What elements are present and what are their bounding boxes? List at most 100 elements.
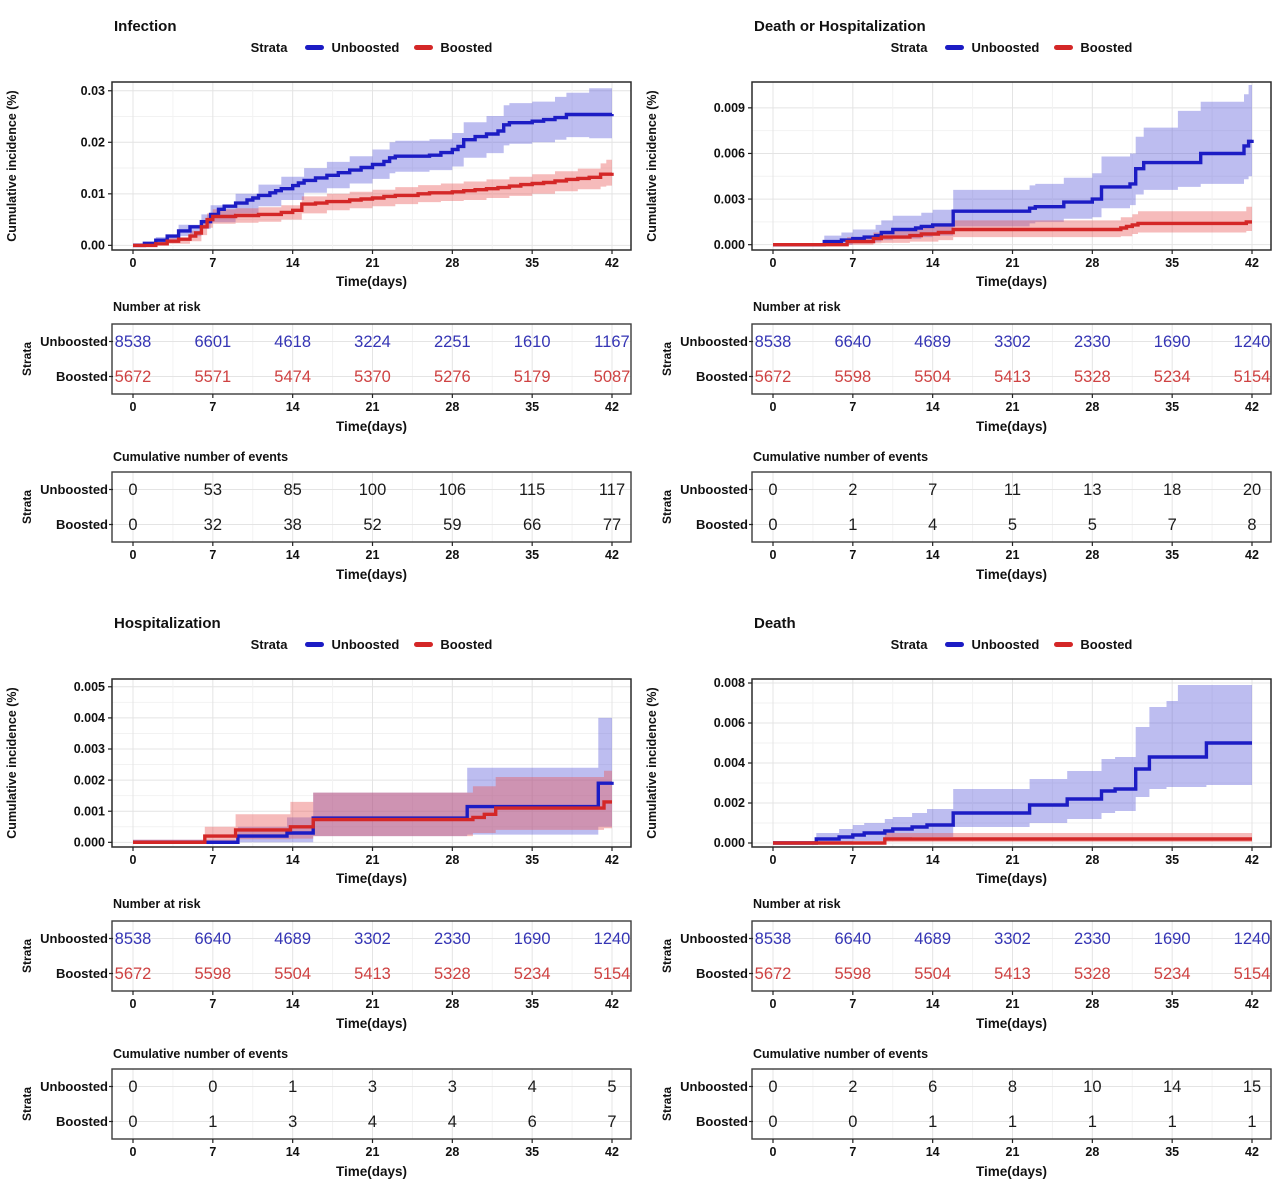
y-tick-label: 0.002 bbox=[714, 796, 745, 810]
risk-table-title: Number at risk bbox=[113, 897, 201, 911]
unboosted-curve bbox=[133, 112, 614, 248]
x-tick-label: 7 bbox=[849, 853, 856, 867]
table-background bbox=[752, 1069, 1271, 1139]
table-cell: 0 bbox=[128, 1078, 137, 1096]
table-cell: 5179 bbox=[514, 368, 551, 386]
x-axis-title: Time(days) bbox=[976, 871, 1047, 886]
table-cell: 117 bbox=[599, 481, 625, 499]
x-tick-label: 42 bbox=[605, 256, 619, 270]
unboosted-key-icon bbox=[305, 45, 325, 50]
panel-title: Death or Hospitalization bbox=[754, 18, 926, 36]
x-tick-label: 28 bbox=[1085, 400, 1099, 414]
survival-curves bbox=[133, 781, 614, 844]
table-cell: 5 bbox=[1008, 516, 1017, 534]
events-table-title: Cumulative number of events bbox=[113, 450, 288, 464]
table-cell: 0 bbox=[208, 1078, 217, 1096]
risk-table-svg: Number at risk 8538 6601 4618 3224 2251 1610 11… bbox=[20, 300, 632, 434]
x-tick-label: 28 bbox=[1085, 1145, 1099, 1159]
unboosted-key-icon bbox=[945, 45, 965, 50]
table-cell: 6 bbox=[928, 1078, 937, 1096]
table-cell: 66 bbox=[523, 516, 541, 534]
row-label-unboosted: Unboosted bbox=[680, 334, 748, 349]
table-cell: 5154 bbox=[1234, 368, 1271, 386]
y-tick-label: 0.00 bbox=[81, 239, 105, 253]
table-cell: 5571 bbox=[194, 368, 231, 386]
x-tick-label: 35 bbox=[525, 256, 539, 270]
km-plot-svg: 0 7 14 21 28 35 42 0.000 0.003 0.006 0.009 Time(day… bbox=[645, 81, 1272, 289]
table-cell: 0 bbox=[768, 481, 777, 499]
table-cell: 4689 bbox=[914, 930, 951, 948]
cumulative-incidence-plot: 0 7 14 21 28 35 42 0.000 0.003 0.006 0.009 Time(day… bbox=[640, 64, 1280, 298]
strata-axis-label: Strata bbox=[660, 490, 674, 524]
x-tick-label: 7 bbox=[849, 997, 856, 1011]
table-cell: 4 bbox=[448, 1113, 457, 1131]
table-background bbox=[752, 921, 1271, 991]
x-tick-label: 14 bbox=[286, 256, 300, 270]
events-table-title: Cumulative number of events bbox=[753, 450, 928, 464]
x-tick-label: 21 bbox=[366, 853, 380, 867]
survival-curves bbox=[773, 741, 1252, 845]
table-border bbox=[751, 471, 1272, 543]
table-cell: 5234 bbox=[514, 965, 551, 983]
x-axis-title: Time(days) bbox=[976, 274, 1047, 289]
x-tick-label: 0 bbox=[130, 1145, 137, 1159]
table-background bbox=[112, 921, 631, 991]
strata-legend: Strata Unboosted Boosted bbox=[112, 637, 631, 652]
table-cell: 32 bbox=[204, 516, 222, 534]
table-border bbox=[111, 323, 632, 395]
x-tick-label: 0 bbox=[770, 400, 777, 414]
x-tick-label: 14 bbox=[286, 548, 300, 562]
x-tick-label: 35 bbox=[525, 997, 539, 1011]
table-cell: 5 bbox=[1088, 516, 1097, 534]
table-cell: 5598 bbox=[194, 965, 231, 983]
table-cell: 8538 bbox=[755, 930, 792, 948]
table-cell: 15 bbox=[1243, 1078, 1261, 1096]
y-tick-label: 0.000 bbox=[714, 836, 745, 850]
table-border bbox=[751, 1068, 1272, 1140]
x-tick-label: 7 bbox=[209, 400, 216, 414]
unboosted-confidence-band bbox=[133, 714, 612, 843]
x-tick-label: 35 bbox=[1165, 997, 1179, 1011]
table-cell: 100 bbox=[359, 481, 387, 499]
y-tick-label: 0.008 bbox=[714, 676, 745, 690]
row-label-boosted: Boosted bbox=[56, 1114, 108, 1129]
boosted-key-icon bbox=[1054, 642, 1074, 647]
x-tick-label: 0 bbox=[130, 400, 137, 414]
x-tick-label: 21 bbox=[1006, 997, 1020, 1011]
x-tick-label: 28 bbox=[445, 1145, 459, 1159]
table-cell: 4689 bbox=[274, 930, 311, 948]
legend-title: Strata bbox=[250, 637, 288, 652]
cumulative-events-table: Cumulative number of events 0 53 85 100 106 11… bbox=[0, 448, 640, 594]
y-tick-label: 0.006 bbox=[714, 716, 745, 730]
table-cell: 1 bbox=[1168, 1113, 1177, 1131]
table-cell: 6640 bbox=[834, 333, 871, 351]
table-cell: 5413 bbox=[994, 368, 1031, 386]
cumulative-events-table: Cumulative number of events 0 2 7 11 13 18 20 Un… bbox=[640, 448, 1280, 594]
panel-infection: Infection Strata Unboosted Boosted 0 7 14 2… bbox=[0, 0, 640, 596]
boosted-curve bbox=[773, 220, 1252, 247]
table-cell: 4 bbox=[928, 516, 937, 534]
table-cell: 5598 bbox=[834, 368, 871, 386]
table-cell: 7 bbox=[607, 1113, 616, 1131]
table-cell: 3302 bbox=[354, 930, 391, 948]
x-tick-label: 42 bbox=[1245, 548, 1259, 562]
x-tick-label: 21 bbox=[1006, 256, 1020, 270]
table-background bbox=[112, 1069, 631, 1139]
x-axis-title: Time(days) bbox=[976, 1164, 1047, 1179]
risk-table-svg: Number at risk 8538 6640 4689 3302 2330 1690 12… bbox=[660, 300, 1272, 434]
table-cell: 5154 bbox=[1234, 965, 1271, 983]
table-cell: 5672 bbox=[115, 368, 152, 386]
x-tick-label: 28 bbox=[445, 997, 459, 1011]
survival-curves bbox=[773, 139, 1254, 247]
y-tick-label: 0.006 bbox=[714, 147, 745, 161]
strata-axis-label: Strata bbox=[20, 1087, 34, 1121]
table-cell: 8538 bbox=[115, 333, 152, 351]
table-cell: 5328 bbox=[1074, 368, 1111, 386]
boosted-confidence-band bbox=[773, 205, 1252, 245]
y-tick-label: 0.02 bbox=[81, 135, 105, 149]
table-cell: 1240 bbox=[1234, 930, 1271, 948]
unboosted-curve bbox=[773, 741, 1252, 845]
x-tick-label: 14 bbox=[286, 853, 300, 867]
y-tick-label: 0.003 bbox=[74, 742, 105, 756]
